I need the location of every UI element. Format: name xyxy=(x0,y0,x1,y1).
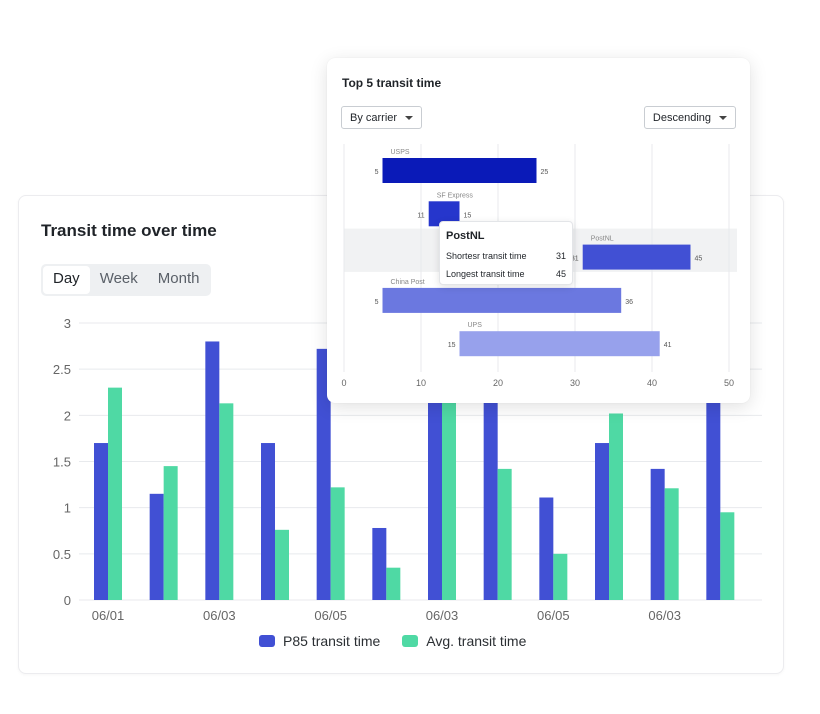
bar-avg xyxy=(442,396,456,600)
bar-p85 xyxy=(650,468,665,600)
bar-end-label: 45 xyxy=(695,256,703,263)
legend-swatch-p85 xyxy=(259,635,275,647)
bar-category-label: PostNL xyxy=(591,236,614,243)
bar-category-label: China Post xyxy=(391,279,425,286)
bar-start-label: 15 xyxy=(448,342,456,349)
bar-p85 xyxy=(94,443,108,600)
x-tick-label: 06/03 xyxy=(648,608,681,623)
x-tick-label: 0 xyxy=(341,378,346,388)
chart-legend: P85 transit time Avg. transit time xyxy=(259,633,548,649)
x-tick-label: 06/05 xyxy=(314,608,347,623)
legend-item-avg[interactable]: Avg. transit time xyxy=(402,633,526,649)
bar-end-label: 36 xyxy=(625,299,633,306)
legend-label-p85: P85 transit time xyxy=(283,633,381,649)
bar-end-label: 25 xyxy=(541,169,549,176)
y-tick-label: 0 xyxy=(64,593,71,608)
tooltip-row-longest: Longest transit time 45 xyxy=(446,269,566,279)
bar-p85 xyxy=(483,396,498,600)
tooltip-value-shortest: 31 xyxy=(555,251,566,261)
x-tick-label: 06/01 xyxy=(92,608,125,623)
y-tick-label: 0.5 xyxy=(53,547,71,562)
bar-avg xyxy=(664,488,679,600)
main-chart-title: Transit time over time xyxy=(41,221,217,240)
tooltip-row-shortest: Shortesr transit time 31 xyxy=(446,251,566,261)
bar-p85 xyxy=(149,493,164,600)
top-chart-title: Top 5 transit time xyxy=(342,76,442,90)
bar-p85 xyxy=(372,527,387,600)
tooltip-value-longest: 45 xyxy=(555,269,566,279)
chart-tooltip: PostNL Shortesr transit time 31 Longest … xyxy=(439,221,573,285)
bar-start-label: 31 xyxy=(571,256,579,263)
tooltip-label-longest: Longest transit time xyxy=(446,269,525,279)
y-tick-label: 3 xyxy=(64,316,71,331)
y-tick-label: 2.5 xyxy=(53,362,71,377)
x-tick-label: 30 xyxy=(570,378,580,388)
sort-dropdown[interactable]: Descending xyxy=(643,106,736,129)
bar-end-label: 15 xyxy=(464,212,472,219)
transit-time-bar-chart: 0 0.5 1 1.5 2 2.5 3 06/01 06/03 06/05 06/03 06/05 06… xyxy=(53,316,762,623)
range-bar xyxy=(582,244,691,270)
x-tick-label: 06/03 xyxy=(426,608,459,623)
tooltip-title: PostNL xyxy=(446,230,485,242)
y-tick-label: 1.5 xyxy=(53,455,71,470)
bar-p85 xyxy=(316,348,331,600)
bar-avg xyxy=(108,387,122,600)
bar-category-label: UPS xyxy=(468,322,483,329)
tooltip-label-shortest: Shortesr transit time xyxy=(446,251,527,261)
legend-label-avg: Avg. transit time xyxy=(426,633,527,649)
chevron-down-icon xyxy=(719,115,727,120)
bar-p85 xyxy=(205,341,220,600)
tab-month[interactable]: Month xyxy=(157,270,200,287)
bar-p85 xyxy=(539,497,554,600)
bar-p85 xyxy=(595,443,609,600)
top-transit-card: Top 5 transit time By carrier Descending… xyxy=(327,58,750,403)
bar-category-label: SF Express xyxy=(437,192,474,199)
bar-end-label: 41 xyxy=(664,342,672,349)
x-tick-label: 06/03 xyxy=(203,608,236,623)
x-tick-label: 06/05 xyxy=(537,608,570,623)
chevron-down-icon xyxy=(405,115,414,120)
range-bar xyxy=(382,287,622,313)
group-by-value: By carrier xyxy=(350,111,398,124)
x-tick-label: 10 xyxy=(416,378,426,388)
x-tick-label: 50 xyxy=(724,378,734,388)
bar-p85 xyxy=(428,396,442,600)
bar-p85 xyxy=(261,443,275,600)
bar-avg xyxy=(330,487,345,600)
bar-avg xyxy=(219,403,234,600)
sort-value: Descending xyxy=(652,111,711,124)
bar-avg xyxy=(609,413,623,600)
bar-avg xyxy=(553,553,568,600)
range-bar xyxy=(459,331,660,357)
legend-swatch-avg xyxy=(402,635,419,647)
legend-item-p85[interactable]: P85 transit time xyxy=(259,633,380,649)
bar-start-label: 5 xyxy=(375,169,379,176)
y-tick-label: 1 xyxy=(64,501,71,516)
bar-avg xyxy=(497,468,512,600)
bar-p85 xyxy=(706,396,721,600)
y-tick-label: 2 xyxy=(64,408,71,423)
x-tick-label: 40 xyxy=(647,378,657,388)
range-bar xyxy=(382,158,537,183)
bar-start-label: 11 xyxy=(417,212,424,219)
group-by-dropdown[interactable]: By carrier xyxy=(341,106,423,129)
period-toggle: Day Week Month xyxy=(41,264,212,296)
bar-avg xyxy=(275,529,289,600)
bar-avg xyxy=(163,466,178,600)
tab-week[interactable]: Week xyxy=(99,270,138,287)
x-tick-label: 20 xyxy=(493,378,503,388)
bar-category-label: USPS xyxy=(391,149,410,156)
bar-avg xyxy=(720,512,735,600)
bar-start-label: 5 xyxy=(375,299,379,306)
bar-avg xyxy=(386,567,401,600)
tab-day[interactable]: Day xyxy=(43,266,90,294)
